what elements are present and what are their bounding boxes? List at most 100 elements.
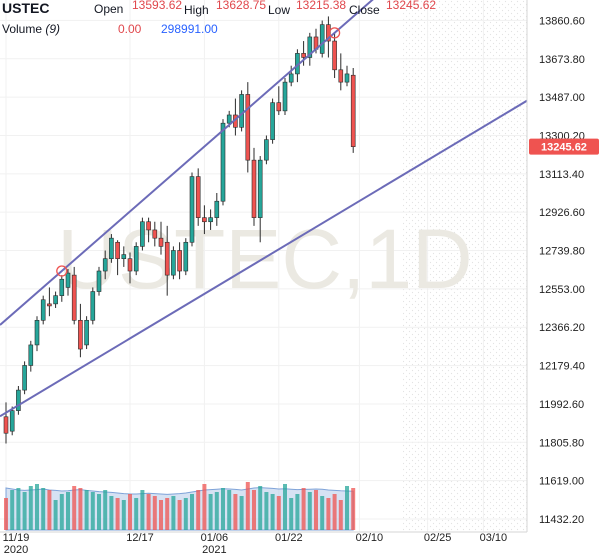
- volume-bar: [190, 494, 194, 530]
- volume-bar: [320, 496, 325, 530]
- candle-body: [270, 102, 275, 140]
- svg-text:13245.62: 13245.62: [541, 142, 587, 154]
- candle: [59, 275, 65, 302]
- candle: [127, 252, 133, 284]
- volume-bar: [78, 488, 83, 530]
- volume-bar: [332, 494, 337, 530]
- volume-bar: [128, 494, 132, 530]
- candle: [276, 86, 282, 115]
- volume-bar: [134, 498, 139, 530]
- x-tick-label: 12/17: [126, 532, 154, 544]
- candle: [177, 242, 182, 280]
- volume-bar: [109, 496, 114, 530]
- candle-body: [84, 319, 89, 346]
- candle-body: [53, 295, 58, 305]
- candle: [47, 287, 52, 317]
- lower-trend-line: [0, 99, 527, 418]
- volume-bar: [165, 498, 170, 530]
- candle: [208, 209, 213, 230]
- candle: [140, 217, 145, 251]
- candle-body: [16, 389, 21, 411]
- candle-body: [239, 94, 244, 128]
- candle: [257, 156, 263, 243]
- x-tick-year-label: 2021: [202, 544, 226, 556]
- candle: [152, 221, 158, 247]
- candle: [146, 217, 151, 243]
- candle-body: [47, 303, 52, 307]
- volume-bar: [183, 498, 188, 530]
- candle: [115, 240, 120, 276]
- volume-bar: [214, 492, 219, 530]
- candle-body: [301, 53, 306, 58]
- trend-channel[interactable]: [0, 0, 527, 418]
- candle: [183, 238, 189, 276]
- close-label: Close: [349, 3, 380, 17]
- volume-bar: [307, 492, 312, 530]
- candle: [53, 291, 58, 308]
- y-axis[interactable]: 13860.6013673.8013487.0013300.2013113.40…: [539, 15, 585, 526]
- candle: [164, 225, 170, 296]
- candle: [3, 402, 9, 444]
- symbol-title: USTEC: [2, 0, 50, 16]
- candle-body: [152, 229, 158, 239]
- candle-body: [326, 24, 331, 42]
- volume-bar: [22, 492, 27, 530]
- candle-body: [164, 241, 170, 276]
- candle-body: [183, 241, 189, 272]
- low-label: Low: [268, 3, 291, 17]
- candle-body: [350, 74, 356, 147]
- candle: [34, 316, 40, 352]
- candle: [71, 266, 77, 325]
- volume-bar: [84, 490, 89, 530]
- volume-bar: [53, 500, 58, 530]
- volume-bar: [276, 496, 281, 530]
- candle-body: [276, 102, 282, 112]
- candle: [288, 65, 294, 87]
- candle: [319, 20, 325, 58]
- candle: [195, 168, 201, 226]
- y-tick-label: 13673.80: [539, 54, 585, 66]
- candle: [239, 90, 244, 132]
- candle: [245, 82, 251, 173]
- candle: [264, 135, 269, 165]
- volume-bar: [326, 498, 331, 530]
- open-value: 13593.62: [132, 0, 183, 12]
- volume-bar: [338, 500, 343, 530]
- volume-bar: [146, 494, 151, 530]
- candle-body: [189, 176, 195, 243]
- candle-body: [257, 159, 263, 218]
- candle-body: [59, 278, 65, 296]
- candle-body: [226, 114, 232, 124]
- volume-bar: [140, 490, 145, 530]
- volume-bar: [258, 486, 263, 530]
- volume-bar: [97, 494, 101, 530]
- x-tick-label: 03/10: [480, 532, 508, 544]
- candle: [350, 68, 356, 153]
- volume-bar: [314, 490, 318, 530]
- y-tick-label: 13487.00: [539, 92, 585, 104]
- y-tick-label: 13113.40: [539, 169, 584, 181]
- volume-bar: [115, 498, 120, 530]
- candle-body: [319, 24, 325, 54]
- volume-bar: [4, 498, 8, 530]
- volume-bar: [28, 486, 33, 530]
- y-tick-label: 12926.60: [539, 207, 585, 219]
- volume-bar: [345, 486, 349, 530]
- volume-bar: [202, 484, 207, 530]
- y-tick-label: 12179.40: [539, 361, 585, 373]
- touch-point-marker: [56, 265, 68, 277]
- x-tick-year-label: 2020: [4, 544, 28, 556]
- candle-body: [115, 241, 120, 259]
- candle-body: [195, 176, 201, 218]
- volume-bar: [35, 484, 39, 530]
- candle-body: [9, 410, 15, 432]
- candle-body: [28, 344, 34, 366]
- y-tick-label: 13860.60: [539, 15, 585, 27]
- candle-body: [96, 270, 102, 292]
- candle-body: [146, 221, 151, 231]
- candle-body: [78, 319, 83, 350]
- volume-bar: [252, 490, 256, 530]
- volume-bar: [245, 482, 250, 530]
